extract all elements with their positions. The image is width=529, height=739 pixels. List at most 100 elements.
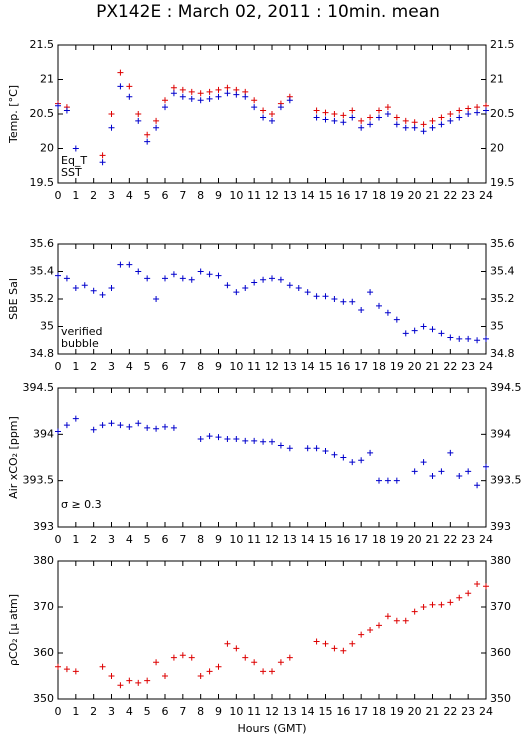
x-tick-label: 21 — [426, 705, 440, 718]
x-tick-label: 5 — [144, 705, 151, 718]
y-tick-label-right: 20.5 — [490, 107, 515, 120]
data-point — [340, 119, 347, 126]
x-tick-label: 6 — [162, 360, 169, 373]
y-tick-label: 20 — [40, 142, 54, 155]
data-point — [322, 448, 329, 455]
x-tick-label: 13 — [283, 360, 297, 373]
x-tick-label: 9 — [215, 360, 222, 373]
data-point — [206, 88, 213, 95]
data-point — [215, 434, 222, 441]
data-point — [447, 449, 454, 456]
x-tick-label: 11 — [247, 533, 261, 546]
data-point — [170, 271, 177, 278]
data-point — [313, 445, 320, 452]
data-point — [313, 114, 320, 121]
x-tick-label: 14 — [301, 189, 315, 202]
data-point — [233, 645, 240, 652]
x-tick-label: 11 — [247, 360, 261, 373]
data-point — [349, 459, 356, 466]
y-axis-label: Temp. [°C] — [7, 85, 20, 144]
data-point — [117, 69, 124, 76]
x-tick-label: 22 — [443, 360, 457, 373]
data-point — [340, 647, 347, 654]
data-point — [322, 293, 329, 300]
data-point — [447, 334, 454, 341]
data-point — [358, 631, 365, 638]
data-point — [474, 482, 481, 489]
data-point — [215, 93, 222, 100]
data-point — [322, 116, 329, 123]
data-point — [197, 435, 204, 442]
x-tick-label: 20 — [408, 533, 422, 546]
x-tick-label: 23 — [461, 189, 475, 202]
data-point — [108, 285, 115, 291]
x-tick-label: 4 — [126, 533, 133, 546]
data-point — [99, 663, 106, 670]
data-point — [384, 477, 391, 484]
y-tick-label: 360 — [33, 646, 54, 659]
legend-entry: verified — [61, 325, 103, 338]
x-tick-label: 2 — [90, 533, 97, 546]
x-tick-label: 10 — [229, 189, 243, 202]
data-point — [376, 477, 382, 484]
data-point — [295, 285, 302, 291]
data-point — [331, 111, 338, 117]
data-point — [215, 86, 222, 93]
data-point — [108, 673, 115, 679]
y-tick-label-right: 35.6 — [490, 237, 515, 250]
data-point — [206, 668, 213, 675]
x-tick-label: 5 — [144, 189, 151, 202]
data-point — [251, 279, 258, 286]
data-point — [367, 121, 374, 128]
data-point — [349, 114, 356, 121]
x-tick-label: 12 — [265, 705, 279, 718]
y-tick-label: 35.4 — [30, 265, 55, 278]
data-point — [179, 93, 186, 100]
data-point — [72, 415, 79, 422]
y-tick-label: 19.5 — [30, 176, 55, 189]
x-tick-label: 9 — [215, 533, 222, 546]
x-tick-label: 13 — [283, 705, 297, 718]
y-tick-label: 394.5 — [23, 381, 55, 394]
x-tick-label: 19 — [390, 533, 404, 546]
data-point — [72, 285, 79, 291]
x-tick-label: 24 — [479, 189, 493, 202]
data-point — [153, 117, 160, 124]
data-point — [349, 298, 356, 305]
x-tick-label: 16 — [336, 705, 350, 718]
y-tick-label-right: 20 — [490, 142, 504, 155]
x-tick-label: 0 — [55, 533, 62, 546]
data-point — [63, 275, 70, 282]
data-point — [447, 117, 454, 124]
data-point — [251, 104, 258, 111]
data-point — [188, 88, 195, 95]
data-point — [242, 437, 249, 444]
x-tick-label: 13 — [283, 189, 297, 202]
data-point — [251, 437, 258, 444]
x-tick-label: 15 — [319, 189, 333, 202]
data-point — [108, 124, 115, 131]
data-point — [331, 451, 338, 458]
data-point — [376, 622, 382, 629]
data-point — [206, 95, 213, 102]
y-tick-label: 393 — [33, 520, 54, 533]
x-tick-label: 15 — [319, 533, 333, 546]
data-point — [447, 599, 454, 606]
data-point — [402, 124, 409, 131]
data-point — [420, 121, 427, 128]
x-tick-label: 18 — [372, 360, 386, 373]
x-tick-label: 18 — [372, 533, 386, 546]
data-point — [224, 640, 231, 647]
data-point — [429, 124, 436, 131]
data-point — [63, 107, 70, 114]
x-tick-label: 9 — [215, 189, 222, 202]
data-point — [242, 285, 249, 291]
x-tick-label: 4 — [126, 189, 133, 202]
data-point — [260, 668, 267, 675]
data-point — [197, 673, 204, 679]
data-point — [251, 659, 258, 666]
x-tick-label: 11 — [247, 189, 261, 202]
data-point — [126, 83, 133, 90]
x-tick-label: 21 — [426, 360, 440, 373]
data-point — [179, 86, 186, 93]
